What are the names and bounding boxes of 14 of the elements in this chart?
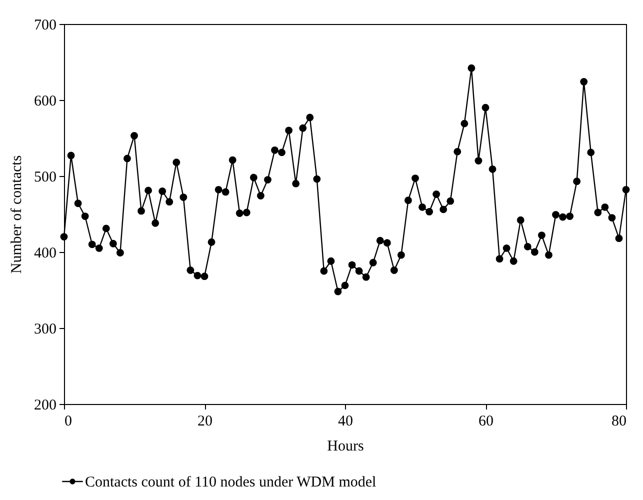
y-tick-label: 400 [34,246,56,262]
y-tick-label: 700 [34,18,56,34]
x-tick-label: 40 [338,414,353,430]
x-tick-label: 20 [198,414,212,430]
legend-label: Contacts count of 110 nodes under WDM model [85,474,376,490]
x-tick-label: 60 [478,414,494,430]
y-tick-label: 500 [34,170,56,186]
x-tick-label: 0 [64,414,72,430]
x-axis-title: Hours [327,438,364,454]
y-tick-label: 600 [34,94,56,110]
x-tick-label: 80 [612,414,626,430]
y-tick-label: 300 [34,322,56,338]
y-tick-label: 200 [34,398,56,414]
y-axis-title: Number of contacts [9,155,25,274]
